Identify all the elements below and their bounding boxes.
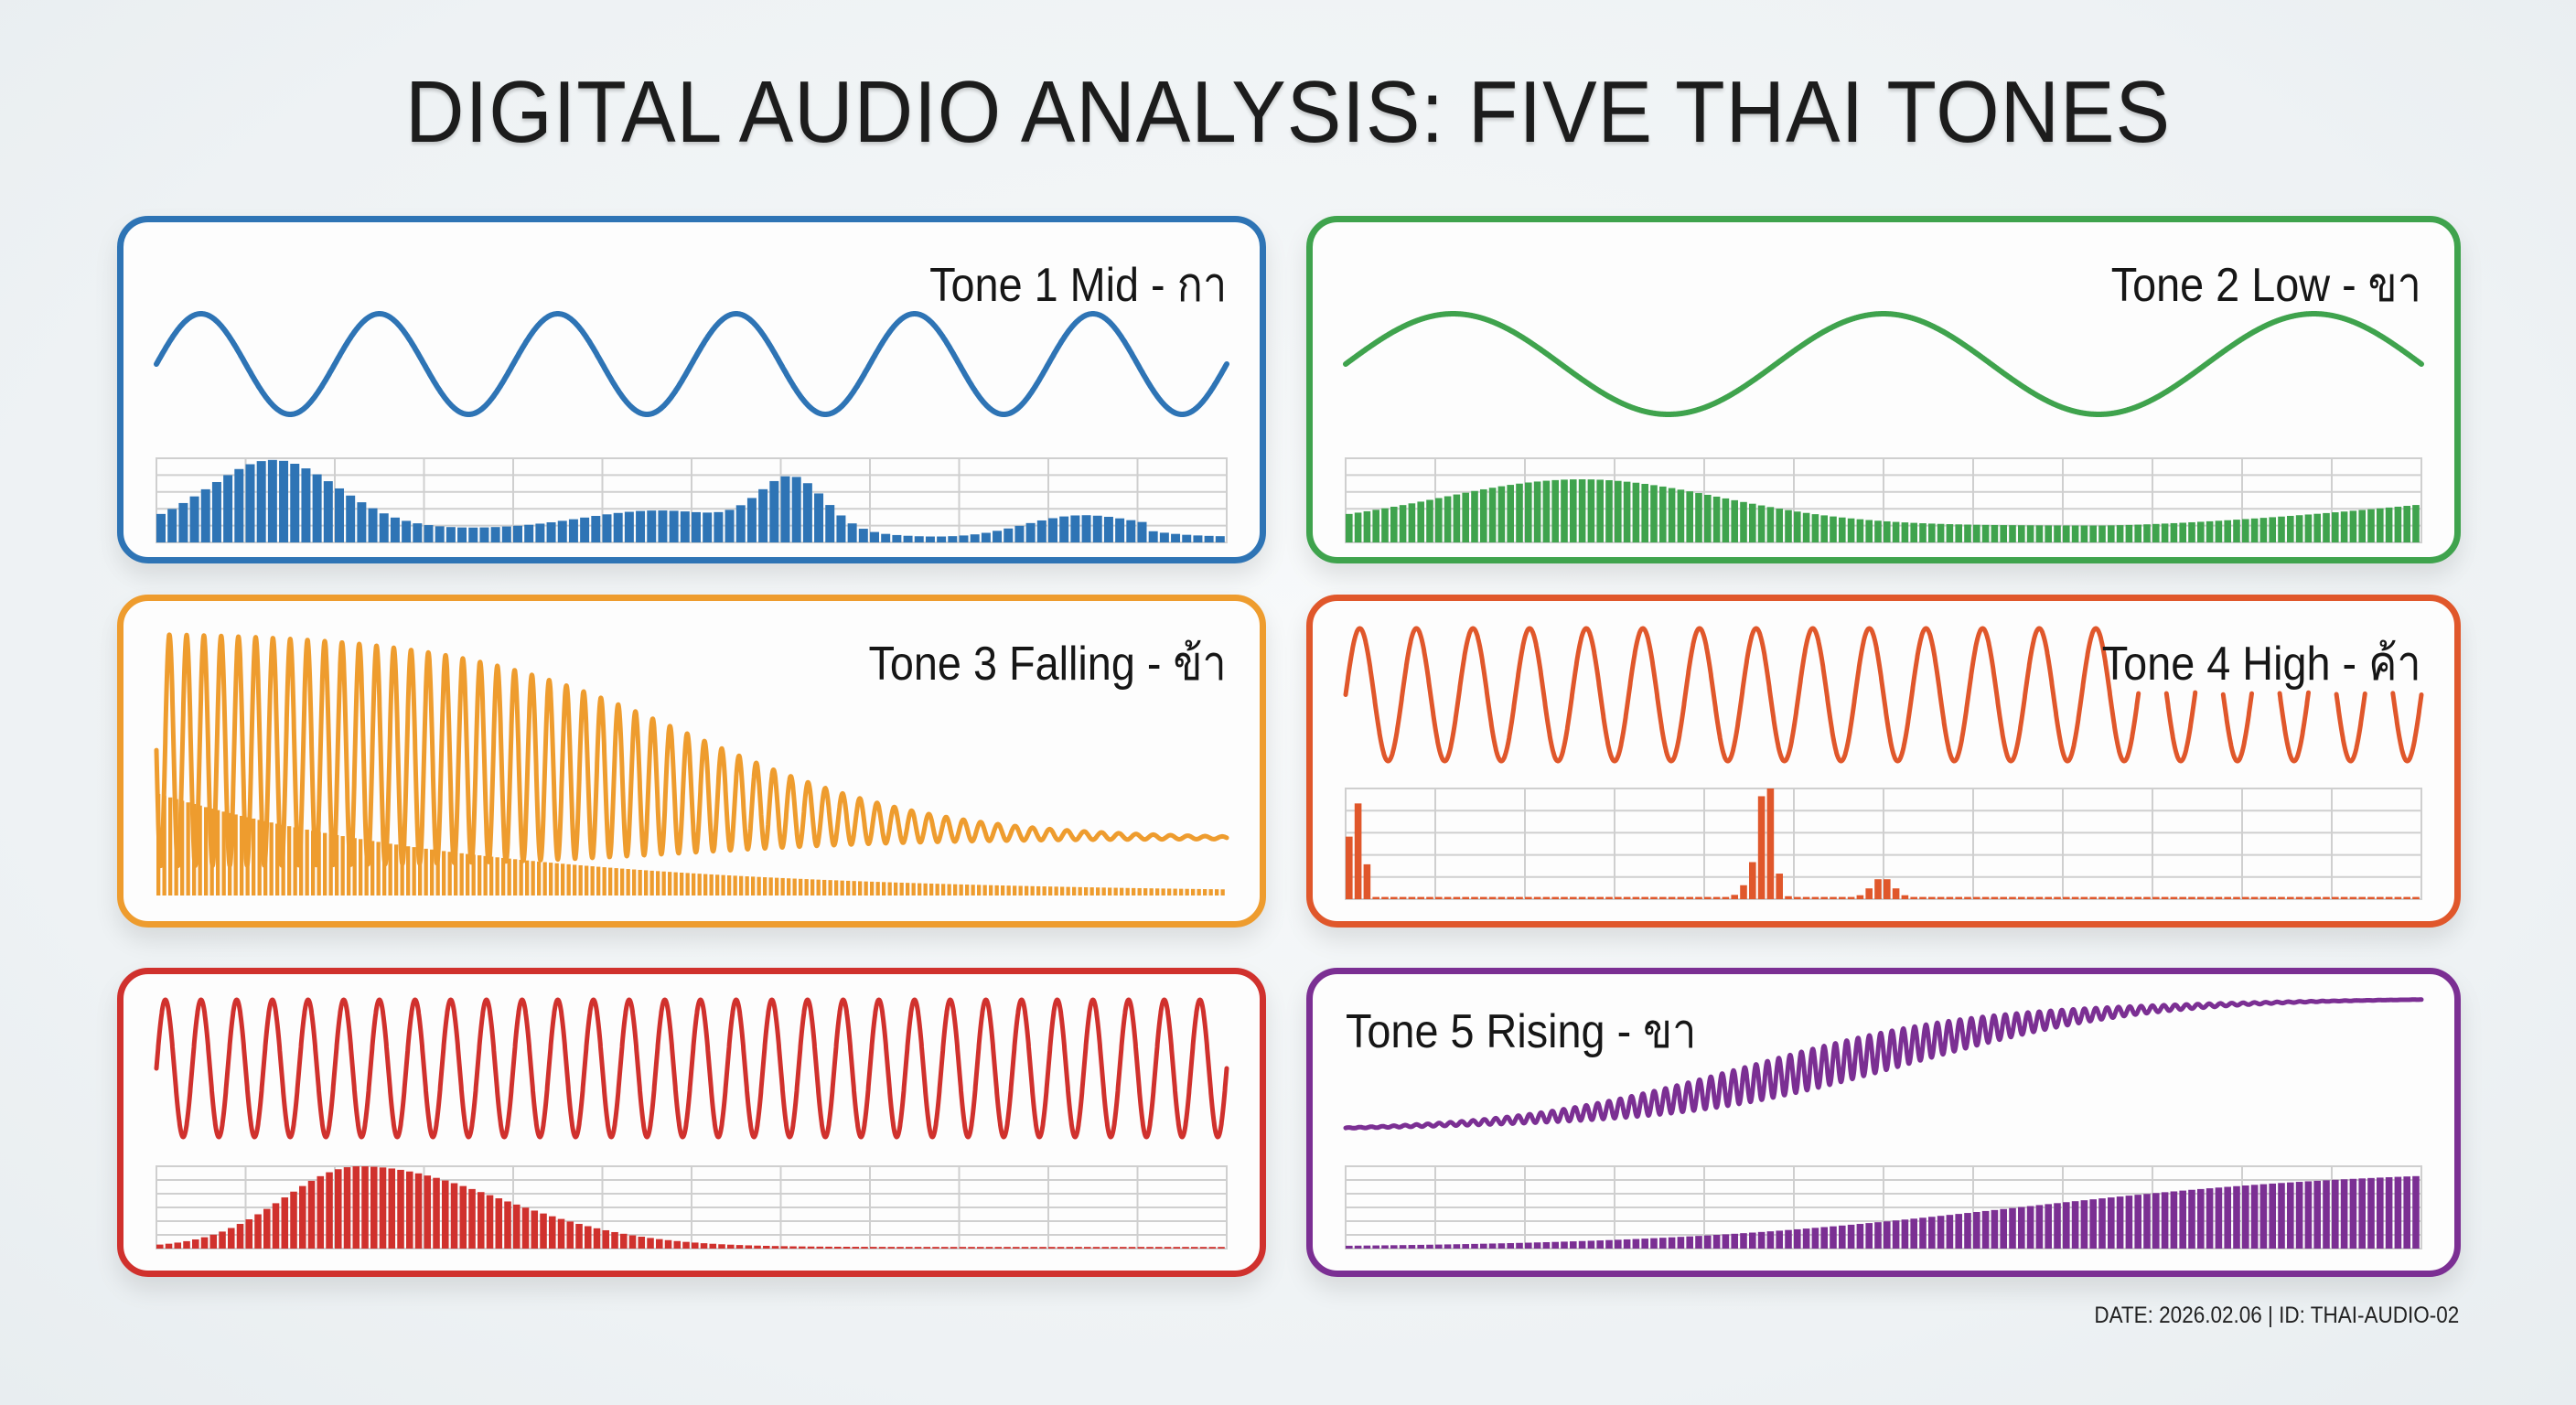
spectrum-bars xyxy=(156,459,1225,542)
waveform-chart xyxy=(1343,997,2424,1249)
waveform-line xyxy=(1343,311,2424,417)
tone-label: Tone 5 Rising - ขา xyxy=(1346,1005,1697,1058)
spectrum-bars xyxy=(1346,479,2420,542)
tone-label: Tone 3 Falling - ข้า xyxy=(868,638,1227,691)
panel-tone4: Tone 4 High - ค้า xyxy=(1306,595,2461,928)
spectrum-bars xyxy=(1346,788,2420,899)
spectrum-bars xyxy=(1346,1175,2420,1249)
panel-tone1: Tone 1 Mid - กา xyxy=(117,216,1266,563)
spectrum-bars xyxy=(156,793,1225,896)
waveform-chart xyxy=(154,311,1229,543)
waveform-chart xyxy=(154,997,1229,1249)
page-title: DIGITAL AUDIO ANALYSIS: FIVE THAI TONES xyxy=(405,63,2171,161)
tone-label: Tone 1 Mid - กา xyxy=(928,259,1227,312)
waveform-chart xyxy=(154,632,1229,896)
waveform-chart xyxy=(1343,311,2424,543)
waveform-chart xyxy=(1343,626,2424,900)
panel-tone5: Tone 5 Rising - ขา xyxy=(1306,968,2461,1277)
tone-label: Tone 4 High - ค้า xyxy=(2102,638,2421,691)
waveform-line xyxy=(154,311,1229,417)
spectrum-bars xyxy=(156,1166,1225,1249)
waveform-line xyxy=(1343,997,2424,1131)
waveform-line xyxy=(154,997,1229,1140)
tone-label: Tone 2 Low - ขา xyxy=(2110,259,2421,312)
waveform-line xyxy=(154,632,1229,869)
waveform-line xyxy=(1343,626,2424,764)
panel-tone2: Tone 2 Low - ขา xyxy=(1306,216,2461,563)
footer-meta: DATE: 2026.02.06 | ID: THAI-AUDIO-02 xyxy=(2094,1303,2459,1328)
panel-tone3: Tone 3 Falling - ข้า xyxy=(117,595,1266,928)
panel-tone0 xyxy=(117,968,1266,1277)
